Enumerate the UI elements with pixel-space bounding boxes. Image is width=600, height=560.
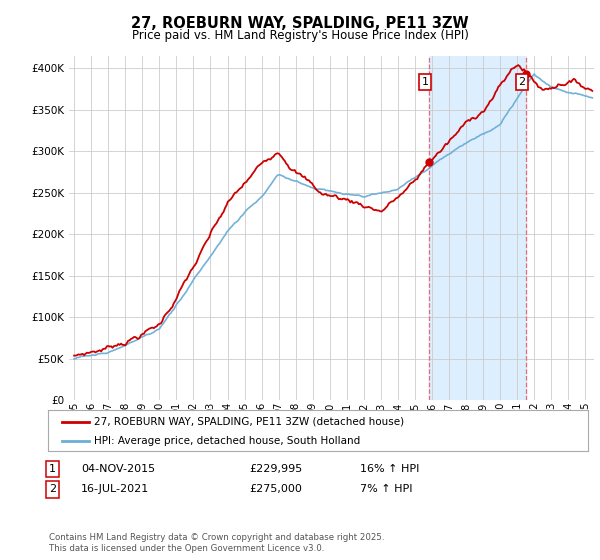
Text: HPI: Average price, detached house, South Holland: HPI: Average price, detached house, Sout… (94, 436, 360, 446)
Text: £229,995: £229,995 (249, 464, 302, 474)
Text: 1: 1 (421, 77, 428, 87)
Text: 04-NOV-2015: 04-NOV-2015 (81, 464, 155, 474)
Text: 7% ↑ HPI: 7% ↑ HPI (360, 484, 413, 494)
Text: 16% ↑ HPI: 16% ↑ HPI (360, 464, 419, 474)
Text: Price paid vs. HM Land Registry's House Price Index (HPI): Price paid vs. HM Land Registry's House … (131, 29, 469, 42)
Text: 2: 2 (49, 484, 56, 494)
Text: 27, ROEBURN WAY, SPALDING, PE11 3ZW (detached house): 27, ROEBURN WAY, SPALDING, PE11 3ZW (det… (94, 417, 404, 427)
Text: 2: 2 (518, 77, 526, 87)
Text: Contains HM Land Registry data © Crown copyright and database right 2025.
This d: Contains HM Land Registry data © Crown c… (49, 533, 385, 553)
Text: 27, ROEBURN WAY, SPALDING, PE11 3ZW: 27, ROEBURN WAY, SPALDING, PE11 3ZW (131, 16, 469, 31)
Text: £275,000: £275,000 (249, 484, 302, 494)
Text: 1: 1 (49, 464, 56, 474)
Bar (430, 56, 526, 400)
Text: 16-JUL-2021: 16-JUL-2021 (81, 484, 149, 494)
